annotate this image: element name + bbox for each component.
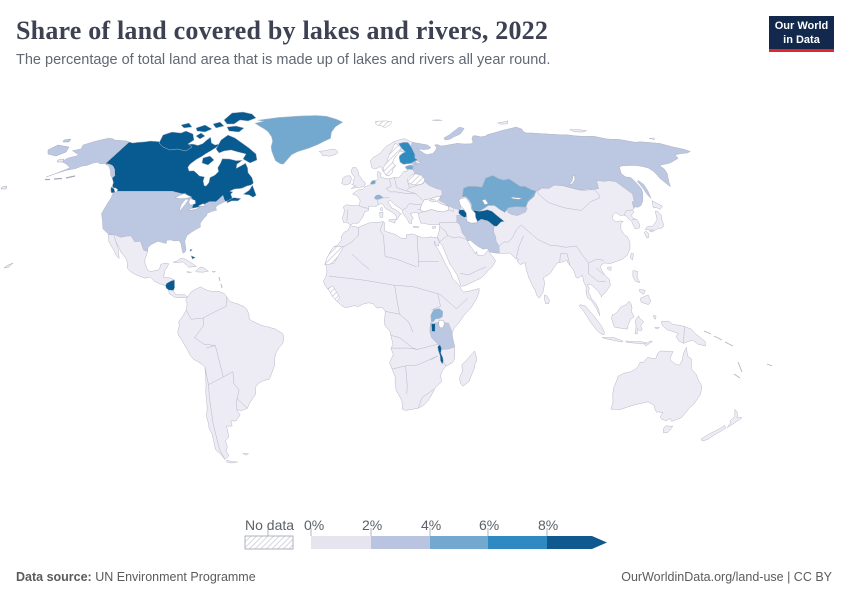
svg-text:No data: No data bbox=[245, 517, 294, 533]
svg-text:6%: 6% bbox=[479, 517, 499, 533]
svg-text:8%: 8% bbox=[538, 517, 558, 533]
svg-text:2%: 2% bbox=[362, 517, 382, 533]
svg-text:4%: 4% bbox=[421, 517, 441, 533]
svg-text:0%: 0% bbox=[304, 517, 324, 533]
